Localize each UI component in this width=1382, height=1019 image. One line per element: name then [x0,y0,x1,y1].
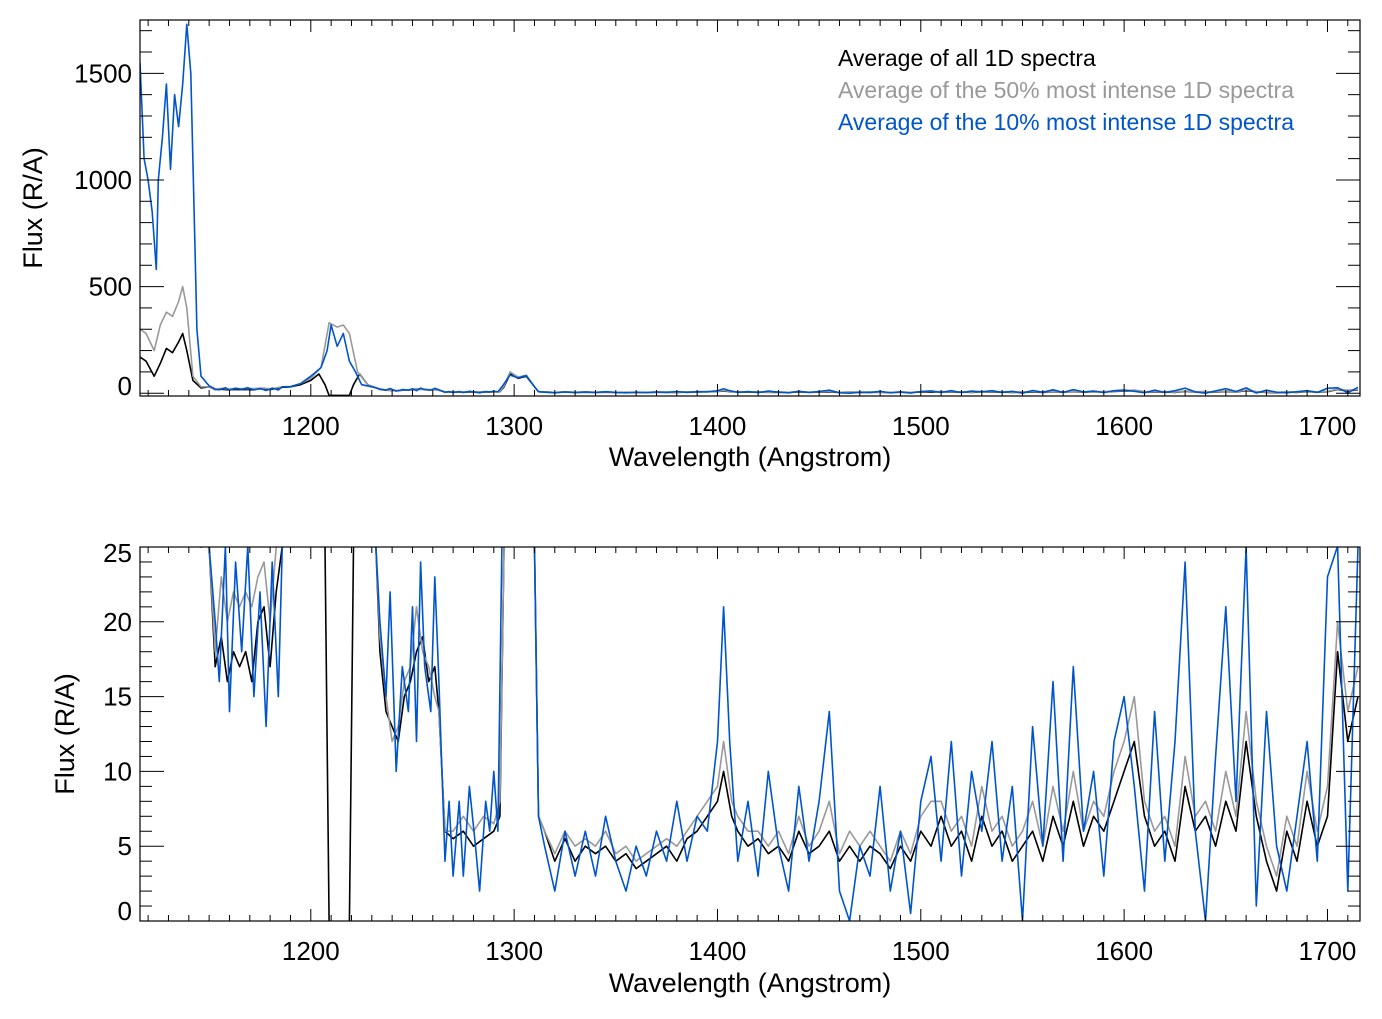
x-tick-label: 1500 [892,411,950,441]
x-tick-label: 1700 [1299,411,1357,441]
x-tick-label: 1700 [1299,936,1357,966]
legend-entry-10pct: Average of the 10% most intense 1D spect… [838,109,1294,135]
x-tick-label: 1400 [689,936,747,966]
series-line-50pct [208,547,1359,877]
series-line-10pct [208,547,1359,921]
x-tick-label: 1200 [282,411,340,441]
y-tick-label: 500 [89,272,132,302]
y-axis-title: Flux (R/A) [50,673,80,795]
x-tick-label: 1300 [485,936,543,966]
plot-frame [139,546,1361,922]
y-tick-label: 10 [103,756,132,786]
series-line-all [194,547,1359,921]
plot-frame [139,19,1361,397]
x-axis-title: Wavelength (Angstrom) [609,442,892,472]
legend-entry-all: Average of all 1D spectra [838,45,1096,71]
legend: Average of all 1D spectra Average of the… [838,45,1294,135]
y-tick-label: 1500 [74,58,132,88]
x-tick-label: 1500 [892,936,950,966]
x-tick-label: 1200 [282,936,340,966]
y-tick-label: 25 [103,538,132,568]
x-tick-label: 1300 [485,411,543,441]
x-tick-label: 1600 [1095,936,1153,966]
legend-entry-50pct: Average of the 50% most intense 1D spect… [838,77,1294,103]
top-panel: 1200 1300 1400 1500 1600 1700050010001500Wave… [18,19,1361,472]
series-group [194,547,1359,921]
y-tick-label: 15 [103,682,132,712]
bottom-panel: 1200 1300 1400 1500 1600 1700 0 5 10 15 20 25 Wavele… [50,538,1361,998]
y-tick-label: 0 [118,896,132,926]
y-tick-label: 1000 [74,165,132,195]
y-axis-title: Flux (R/A) [18,147,48,269]
x-axis-title: Wavelength (Angstrom) [609,968,892,998]
y-tick-label: 0 [118,371,132,401]
series-line-50pct [140,285,1359,394]
y-tick-label: 5 [118,831,132,861]
x-tick-label: 1400 [689,411,747,441]
x-tick-label: 1600 [1095,411,1153,441]
y-tick-label: 20 [103,607,132,637]
